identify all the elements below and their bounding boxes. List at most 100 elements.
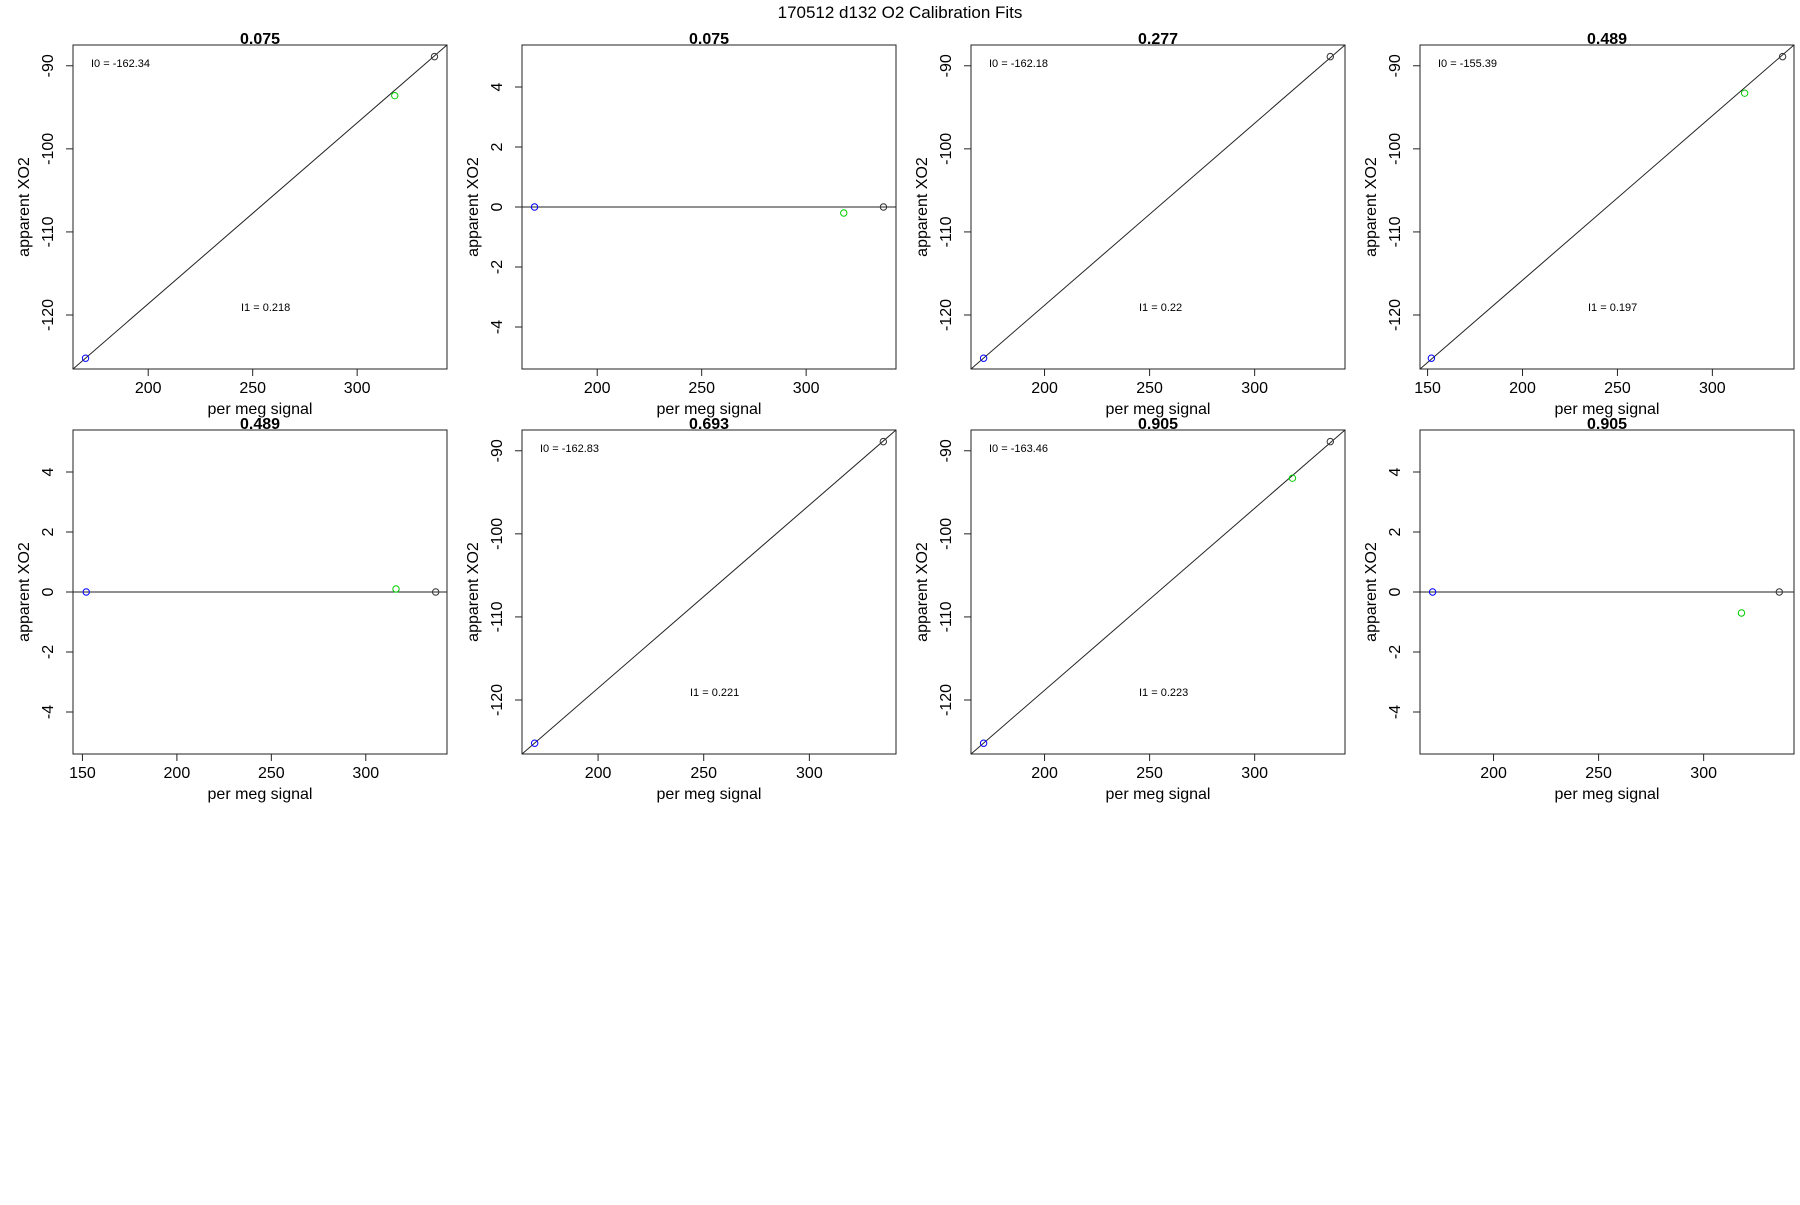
chart-title: 0.693 bbox=[689, 416, 729, 433]
x-tick-label: 250 bbox=[690, 765, 717, 782]
x-tick-label: 150 bbox=[69, 765, 96, 782]
x-axis-label: per meg signal bbox=[208, 786, 313, 803]
y-axis-label: apparent XO2 bbox=[16, 542, 33, 642]
data-point bbox=[1326, 52, 1334, 61]
x-tick-label: 300 bbox=[1241, 765, 1268, 782]
y-tick-label: -120 bbox=[938, 299, 955, 331]
y-tick-label: 0 bbox=[1387, 587, 1404, 596]
x-tick-label: 200 bbox=[584, 380, 611, 397]
y-tick-label: 2 bbox=[1387, 527, 1404, 536]
fit-line bbox=[971, 45, 1345, 369]
fit-annotation: I1 = 0.218 bbox=[241, 302, 290, 314]
y-tick-label: -120 bbox=[938, 684, 955, 716]
y-tick-label: -100 bbox=[938, 518, 955, 550]
chart-panel: 0.277 200 250 300 per meg signal -90 -100 -110 -… bbox=[914, 31, 1346, 418]
plot-frame bbox=[1419, 44, 1795, 370]
data-point bbox=[879, 203, 888, 211]
x-tick-label: 300 bbox=[352, 765, 379, 782]
y-tick-label: -2 bbox=[1387, 645, 1404, 659]
y-axis-label: apparent XO2 bbox=[1363, 542, 1380, 642]
x-tick-label: 250 bbox=[239, 380, 266, 397]
chart-title: 0.489 bbox=[240, 416, 280, 433]
y-tick-label: -110 bbox=[938, 216, 955, 247]
data-point bbox=[1326, 437, 1334, 446]
chart-title: 0.075 bbox=[240, 31, 280, 48]
data-point bbox=[1288, 474, 1297, 482]
y-tick-label: -120 bbox=[40, 299, 57, 331]
plot-frame bbox=[521, 429, 897, 755]
x-tick-label: 300 bbox=[796, 765, 823, 782]
x-tick-label: 150 bbox=[1414, 380, 1441, 397]
fit-annotation: I1 = 0.221 bbox=[690, 687, 739, 699]
chart-panel: 0.489 150 200 250 300 per meg signal 4 2 0 -2 -4 ap… bbox=[16, 416, 448, 803]
data-point bbox=[1428, 588, 1437, 596]
y-tick-label: -90 bbox=[489, 439, 506, 462]
x-axis-label: per meg signal bbox=[657, 401, 762, 418]
data-point bbox=[530, 739, 539, 747]
y-tick-label: 0 bbox=[40, 587, 57, 596]
x-axis-label: per meg signal bbox=[657, 786, 762, 803]
x-axis-label: per meg signal bbox=[1555, 786, 1660, 803]
chart-panel: 0.905 200 250 300 per meg signal -90 -100 -110 -… bbox=[914, 416, 1346, 803]
chart-panel: 0.693 200 250 300 per meg signal -90 -100 -110 -… bbox=[465, 416, 897, 803]
fit-annotation: I0 = -162.18 bbox=[989, 58, 1048, 70]
x-axis-label: per meg signal bbox=[1106, 401, 1211, 418]
chart-panel: 0.075 200 250 300 per meg signal -90 -100 -110 -… bbox=[16, 31, 448, 418]
y-tick-label: -90 bbox=[938, 54, 955, 77]
x-tick-label: 250 bbox=[1136, 380, 1163, 397]
data-point bbox=[1427, 354, 1436, 362]
data-point bbox=[392, 585, 400, 593]
x-tick-label: 200 bbox=[1031, 380, 1058, 397]
chart-panel: 0.489 150 200 250 300 per meg signal -90 -100 -1… bbox=[1363, 31, 1795, 418]
x-tick-label: 200 bbox=[164, 765, 191, 782]
y-tick-label: -4 bbox=[489, 320, 506, 334]
y-axis-label: apparent XO2 bbox=[914, 157, 931, 257]
y-tick-label: 2 bbox=[489, 142, 506, 151]
y-tick-label: -4 bbox=[1387, 705, 1404, 719]
x-tick-label: 300 bbox=[793, 380, 820, 397]
y-tick-label: -90 bbox=[40, 54, 57, 77]
x-tick-label: 200 bbox=[1031, 765, 1058, 782]
fit-line bbox=[522, 430, 896, 754]
y-tick-label: 4 bbox=[40, 467, 57, 476]
plot-frame bbox=[970, 44, 1346, 370]
chart-title: 0.905 bbox=[1587, 416, 1627, 433]
data-point bbox=[1778, 52, 1787, 61]
x-tick-label: 200 bbox=[135, 380, 162, 397]
fit-annotation: I1 = 0.223 bbox=[1139, 687, 1188, 699]
data-point bbox=[82, 588, 90, 596]
data-point bbox=[530, 203, 539, 211]
y-tick-label: -100 bbox=[938, 133, 955, 165]
fit-annotation: I0 = -162.34 bbox=[91, 58, 150, 70]
y-tick-label: 2 bbox=[40, 527, 57, 536]
x-tick-label: 200 bbox=[585, 765, 612, 782]
y-tick-label: -110 bbox=[40, 216, 57, 247]
x-tick-label: 300 bbox=[1690, 765, 1717, 782]
data-point bbox=[391, 91, 399, 100]
x-axis-label: per meg signal bbox=[1106, 786, 1211, 803]
fit-line bbox=[1420, 45, 1794, 369]
y-axis-label: apparent XO2 bbox=[16, 157, 33, 257]
chart-title: 0.075 bbox=[689, 31, 729, 48]
x-tick-label: 250 bbox=[1136, 765, 1163, 782]
data-point bbox=[1775, 588, 1783, 596]
y-axis-label: apparent XO2 bbox=[465, 157, 482, 257]
x-tick-label: 300 bbox=[1241, 380, 1268, 397]
data-point bbox=[1737, 609, 1746, 617]
y-axis-label: apparent XO2 bbox=[1363, 157, 1380, 257]
data-point bbox=[840, 209, 848, 217]
x-tick-label: 250 bbox=[258, 765, 285, 782]
x-tick-label: 300 bbox=[1699, 380, 1726, 397]
y-tick-label: 4 bbox=[1387, 467, 1404, 476]
chart-title: 0.905 bbox=[1138, 416, 1178, 433]
x-tick-label: 200 bbox=[1509, 380, 1536, 397]
chart-title: 0.277 bbox=[1138, 31, 1178, 48]
y-tick-label: -90 bbox=[938, 439, 955, 462]
plot-frame bbox=[72, 44, 448, 370]
y-tick-label: -2 bbox=[489, 260, 506, 274]
y-tick-label: -120 bbox=[1387, 299, 1404, 331]
y-tick-label: 0 bbox=[489, 202, 506, 211]
